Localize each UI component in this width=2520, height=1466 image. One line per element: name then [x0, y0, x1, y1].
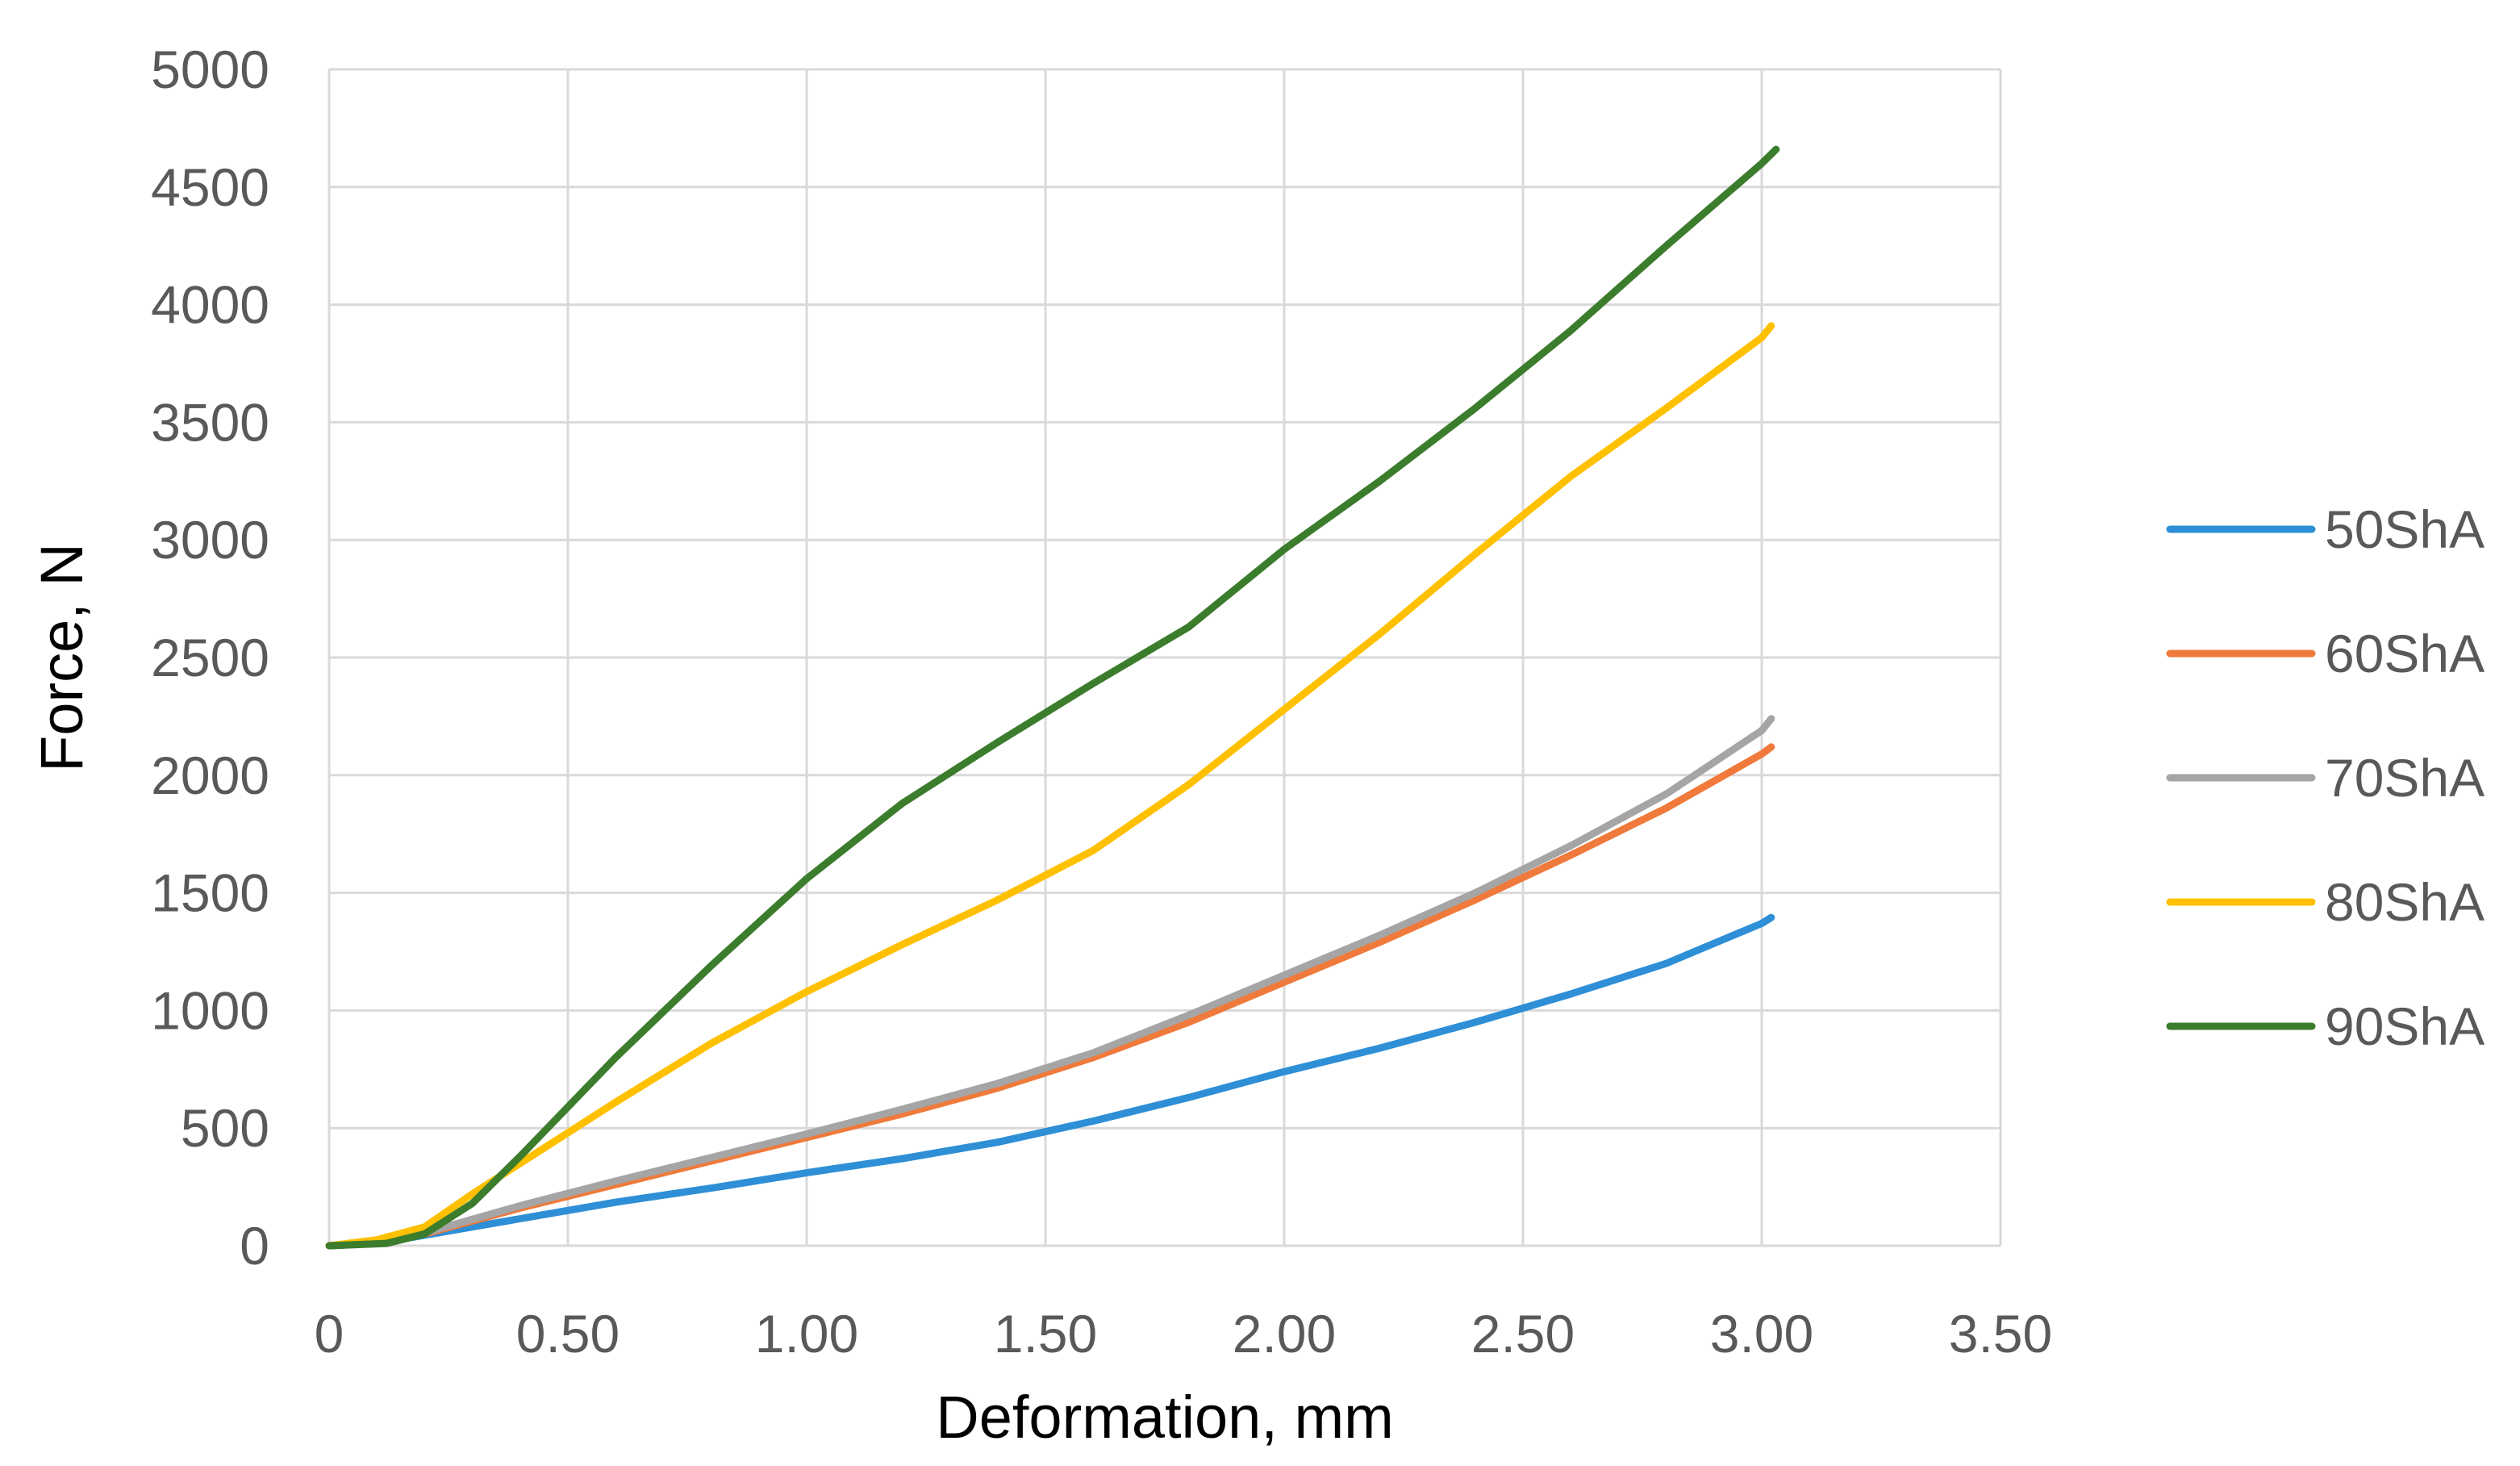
x-tick-label: 3.50 [1949, 1304, 2052, 1364]
y-tick-label: 0 [240, 1216, 269, 1276]
y-axis-tick-labels: 0 500 1000 1500 2000 2500 3000 3500 4000 4500 5000 [151, 40, 269, 1276]
x-tick-label: 2.50 [1471, 1304, 1575, 1364]
y-axis-title: Force, N [28, 543, 95, 772]
series-line-80ShA [325, 322, 1775, 1250]
y-tick-label: 4000 [151, 275, 269, 335]
x-axis-tick-labels: 0 0.50 1.00 1.50 2.00 2.50 3.00 3.50 [315, 1304, 2053, 1364]
x-tick-label: 3.00 [1710, 1304, 1813, 1364]
y-tick-label: 1000 [151, 980, 269, 1040]
x-tick-label: 2.00 [1233, 1304, 1336, 1364]
series-line-70ShA [325, 715, 1775, 1250]
x-tick-label: 0 [315, 1304, 344, 1364]
x-tick-label: 1.00 [755, 1304, 858, 1364]
y-tick-label: 1500 [151, 863, 269, 923]
legend-label: 50ShA [2325, 499, 2485, 559]
y-tick-label: 2000 [151, 746, 269, 805]
series-line-50ShA [325, 913, 1775, 1250]
x-axis-title: Deformation, mm [936, 1384, 1393, 1451]
legend: 50ShA 60ShA 70ShA 80ShA 90ShA [2166, 499, 2485, 1056]
y-tick-label: 3000 [151, 510, 269, 570]
series-lines [325, 145, 1780, 1250]
legend-label: 70ShA [2325, 748, 2485, 808]
y-tick-label: 4500 [151, 157, 269, 217]
legend-label: 80ShA [2325, 872, 2485, 932]
y-tick-label: 500 [181, 1098, 269, 1158]
series-line-90ShA [325, 145, 1780, 1250]
legend-label: 90ShA [2325, 996, 2485, 1056]
legend-label: 60ShA [2325, 624, 2485, 683]
x-tick-label: 0.50 [516, 1304, 620, 1364]
y-tick-label: 3500 [151, 392, 269, 452]
x-tick-label: 1.50 [994, 1304, 1097, 1364]
y-tick-label: 2500 [151, 628, 269, 687]
gridlines [328, 68, 2002, 1247]
y-tick-label: 5000 [151, 40, 269, 99]
